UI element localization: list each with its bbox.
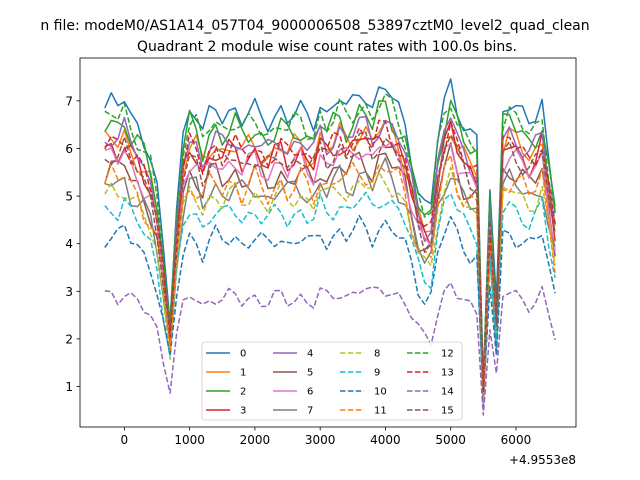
x-tick-label: 2000 xyxy=(240,433,271,447)
y-tick-label: 2 xyxy=(65,332,73,346)
axes-frame xyxy=(79,57,577,428)
x-tick-label: 6000 xyxy=(501,433,532,447)
x-tick-label: 0 xyxy=(121,433,129,447)
series-line-9 xyxy=(104,191,556,405)
series-line-15 xyxy=(104,131,556,388)
legend-label-11: 11 xyxy=(374,406,387,417)
figure-title: n file: modeM0/AS1A14_057T04_9000006508_… xyxy=(40,18,589,34)
x-tick-label: 4000 xyxy=(370,433,401,447)
x-axis-offset-label: +4.9553e8 xyxy=(509,453,576,467)
legend-label-12: 12 xyxy=(441,349,454,360)
series-line-14 xyxy=(104,281,556,416)
y-tick-label: 3 xyxy=(65,285,73,299)
series-line-10 xyxy=(104,214,556,398)
y-tick-label: 4 xyxy=(65,237,73,251)
legend-box xyxy=(201,341,463,421)
x-tick-label: 3000 xyxy=(305,433,336,447)
x-tick-label: 5000 xyxy=(435,433,466,447)
legend-label-14: 14 xyxy=(441,387,454,398)
legend-label-0: 0 xyxy=(240,349,246,360)
y-tick-label: 6 xyxy=(65,142,73,156)
legend-label-10: 10 xyxy=(374,387,387,398)
legend-label-7: 7 xyxy=(307,406,313,417)
legend-label-3: 3 xyxy=(240,406,246,417)
legend-label-8: 8 xyxy=(374,349,380,360)
legend-label-13: 13 xyxy=(441,368,454,379)
series-lines xyxy=(104,78,556,416)
legend-label-15: 15 xyxy=(441,406,454,417)
legend-label-6: 6 xyxy=(307,387,313,398)
y-tick-label: 1 xyxy=(65,380,73,394)
legend-label-5: 5 xyxy=(307,368,313,379)
y-tick-label: 7 xyxy=(65,94,73,108)
y-tick-label: 5 xyxy=(65,190,73,204)
legend-label-2: 2 xyxy=(240,387,246,398)
x-tick-label: 1000 xyxy=(174,433,205,447)
chart-title: Quadrant 2 module wise count rates with … xyxy=(137,39,517,55)
legend-label-9: 9 xyxy=(374,368,380,379)
legend-label-1: 1 xyxy=(240,368,246,379)
legend-label-4: 4 xyxy=(307,349,313,360)
series-line-11 xyxy=(104,154,556,401)
plot-area: 0 1000 2000 3000 4000 5000 6000123456701234567… xyxy=(65,57,577,447)
